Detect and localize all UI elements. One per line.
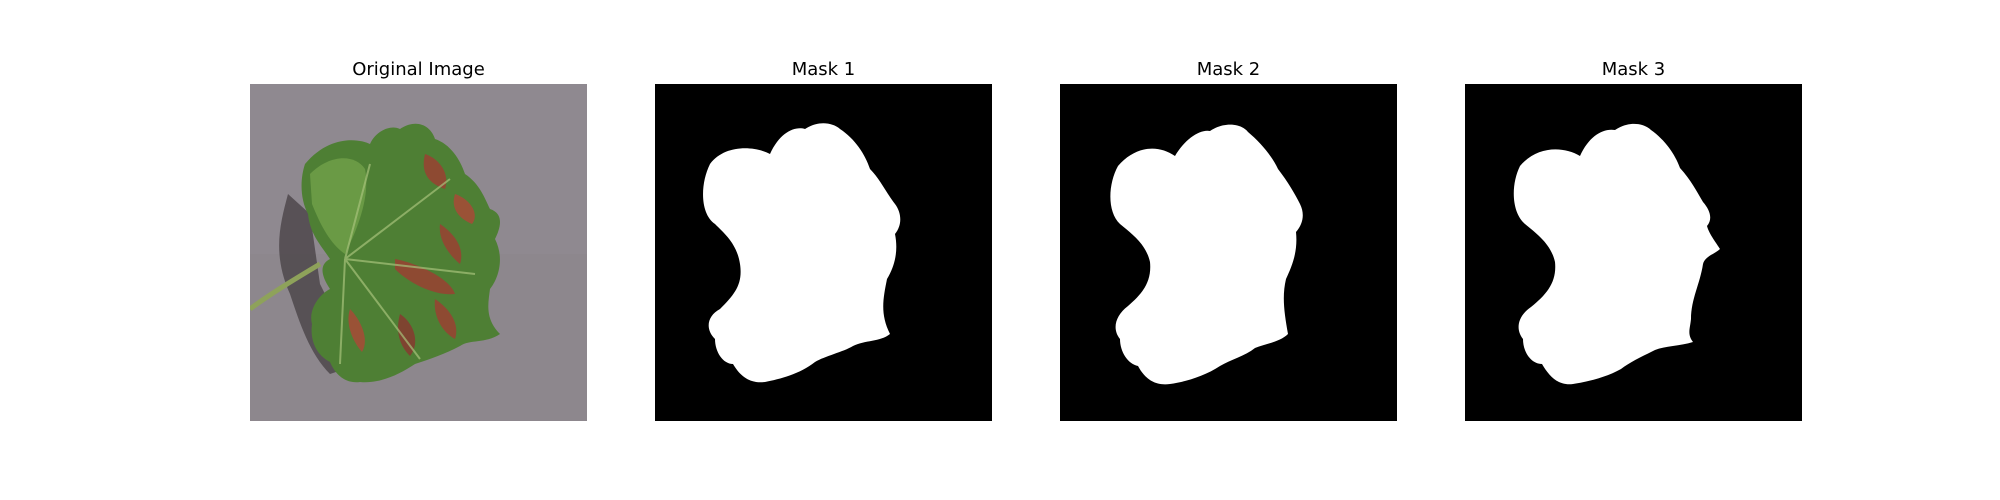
mask-1-panel	[655, 84, 992, 421]
mask-2-image	[1060, 84, 1397, 421]
mask-2-panel	[1060, 84, 1397, 421]
leaf-photo	[250, 84, 587, 421]
mask-1-image	[655, 84, 992, 421]
mask-3-image	[1465, 84, 1802, 421]
mask-2-title: Mask 2	[1196, 59, 1261, 80]
mask-1-title: Mask 1	[791, 59, 856, 80]
original-image-panel	[250, 84, 587, 421]
mask-3-title: Mask 3	[1601, 59, 1666, 80]
mask-3-panel	[1465, 84, 1802, 421]
original-image-title: Original Image	[352, 59, 485, 80]
